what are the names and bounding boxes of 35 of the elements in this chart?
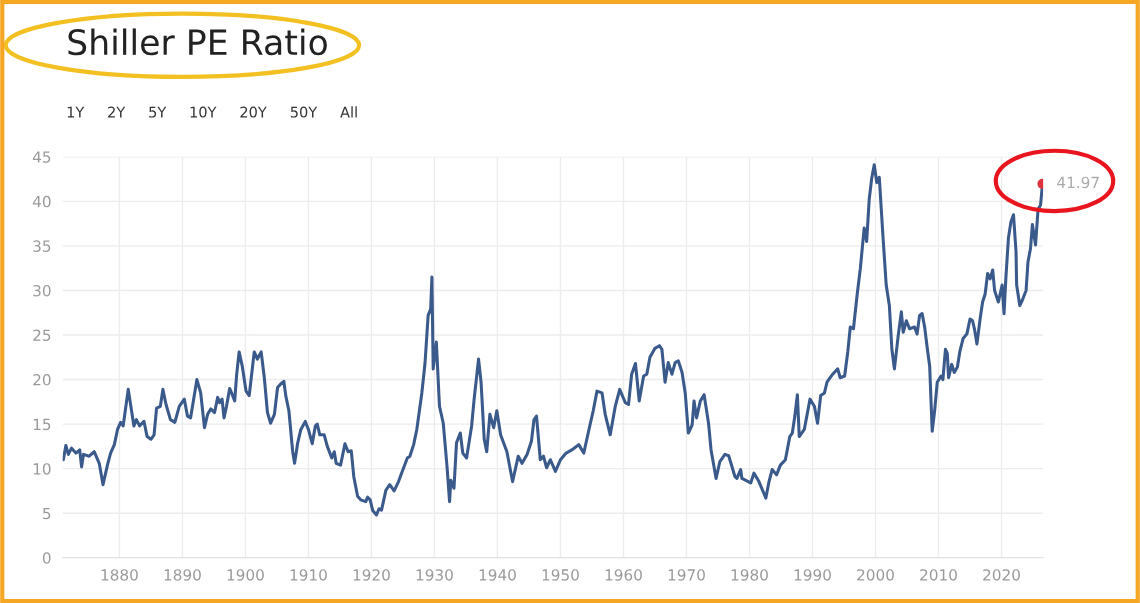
x-tick-label: 1900 <box>227 569 264 581</box>
text: 10Y <box>190 106 217 118</box>
x-tick-label: 2000 <box>857 569 894 581</box>
x-tick-label: 2020 <box>983 569 1020 581</box>
text: 5Y <box>149 106 167 118</box>
x-tick-label: 1990 <box>794 569 831 581</box>
x-tick-label: 1980 <box>731 569 768 581</box>
y-tick-label: 15 <box>33 418 51 431</box>
x-tick-label: 1950 <box>542 569 579 581</box>
y-tick-label: 45 <box>32 151 51 163</box>
y-tick-label: 10 <box>33 463 51 475</box>
y-tick-label: 0 <box>42 552 51 564</box>
x-tick-label: 1930 <box>416 569 453 581</box>
x-tick-label: 1880 <box>101 569 138 581</box>
y-tick-label: 35 <box>33 240 51 252</box>
y-tick-label: 30 <box>33 284 51 297</box>
x-tick-label: 1910 <box>290 569 327 581</box>
annotation: 41.97 <box>1057 176 1099 189</box>
y-tick-label: 25 <box>33 329 51 342</box>
chart-title: Shiller PE Ratio <box>68 28 327 56</box>
text: 2Y <box>108 106 126 118</box>
y-tick-label: 40 <box>32 195 51 208</box>
line-series <box>62 163 1044 517</box>
text: 50Y <box>290 106 318 118</box>
x-tick-label: 2010 <box>920 569 957 581</box>
x-tick-label: 1890 <box>164 569 201 581</box>
y-tick-label: 5 <box>43 507 51 520</box>
text: 1Y <box>67 106 85 118</box>
x-tick-label: 1940 <box>479 569 516 581</box>
text: 20Y <box>240 106 267 118</box>
x-tick-label: 1960 <box>605 569 642 581</box>
y-tick-label: 20 <box>33 374 51 386</box>
x-tick-label: 1920 <box>353 569 390 581</box>
x-tick-label: 1970 <box>668 569 705 581</box>
text: All <box>340 106 357 118</box>
